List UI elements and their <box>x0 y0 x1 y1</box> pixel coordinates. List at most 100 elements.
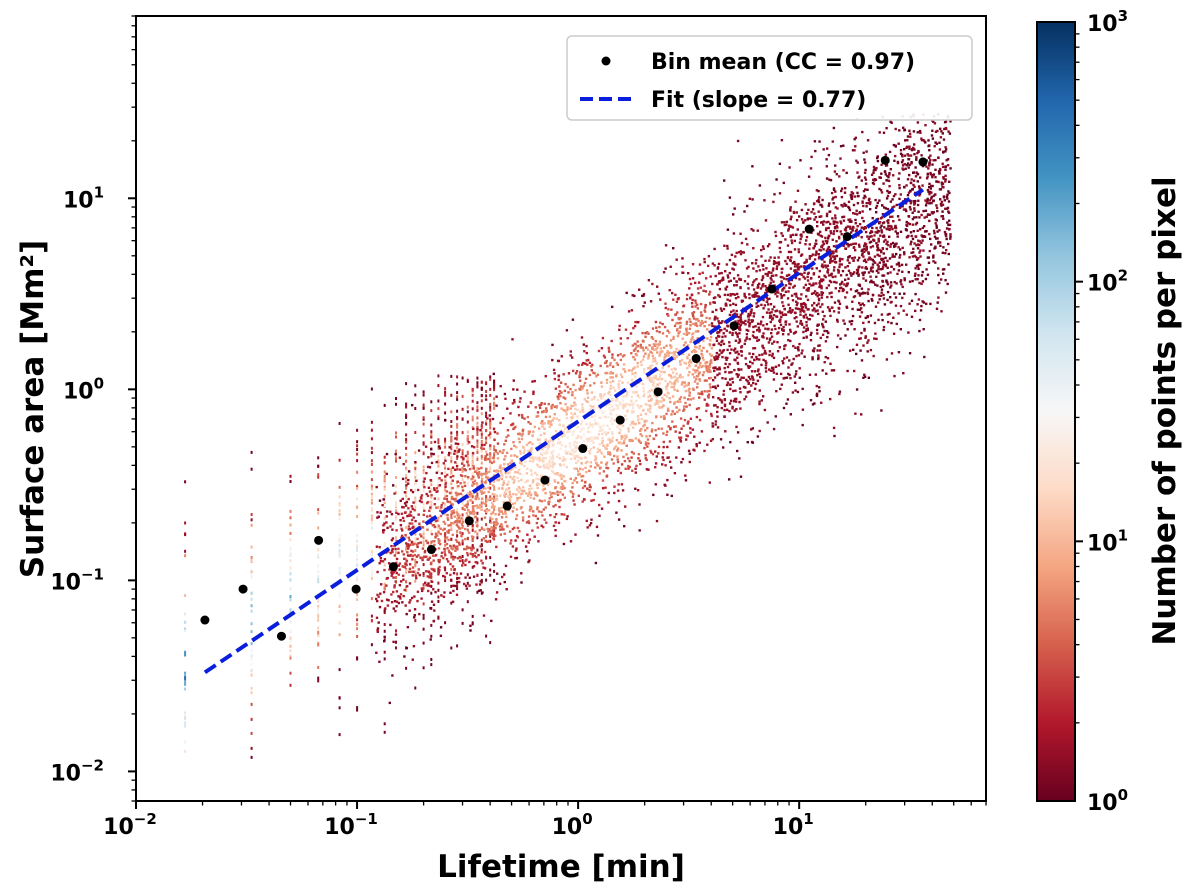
density-cell <box>485 556 488 560</box>
density-cell <box>866 291 869 294</box>
density-cell <box>492 537 495 540</box>
density-cell <box>845 273 848 277</box>
density-cell <box>698 418 702 422</box>
density-cell <box>414 471 417 475</box>
density-cell <box>395 590 399 593</box>
density-cell <box>490 461 494 465</box>
density-cell <box>570 449 574 452</box>
density-cell <box>395 646 397 650</box>
density-cell <box>654 320 658 324</box>
density-cell <box>461 460 464 463</box>
density-cell <box>370 521 373 524</box>
density-cell <box>579 430 582 433</box>
density-cell <box>551 358 554 362</box>
density-cell <box>637 417 640 420</box>
density-cell <box>450 646 453 650</box>
density-cell <box>493 383 496 387</box>
density-cell <box>908 256 911 259</box>
density-cell <box>906 153 909 156</box>
density-cell <box>441 451 444 454</box>
density-cell <box>903 251 906 254</box>
density-cell <box>744 323 747 326</box>
density-cell <box>846 328 849 331</box>
density-cell <box>652 375 656 378</box>
density-cell <box>529 493 533 496</box>
density-cell <box>463 484 467 488</box>
density-cell <box>499 470 502 473</box>
density-cell <box>471 393 474 397</box>
density-cell <box>763 199 766 202</box>
density-cell <box>754 294 758 297</box>
density-cell <box>636 361 639 365</box>
density-cell <box>880 224 883 227</box>
density-cell <box>725 304 728 307</box>
density-cell <box>507 487 511 490</box>
density-cell <box>450 470 453 474</box>
density-cell <box>616 425 619 428</box>
density-cell <box>370 463 373 466</box>
density-cell <box>758 402 761 406</box>
density-cell <box>726 324 729 327</box>
density-cell <box>869 269 873 272</box>
density-cell <box>911 255 915 258</box>
density-cell <box>903 278 906 282</box>
density-cell <box>480 474 483 478</box>
density-cell <box>654 343 658 346</box>
density-cell <box>370 643 373 647</box>
density-cell <box>422 532 425 536</box>
density-cell <box>776 341 779 344</box>
density-cell <box>662 404 665 407</box>
density-cell <box>414 686 417 690</box>
density-cell <box>896 235 899 238</box>
density-cell <box>458 519 462 522</box>
density-cell <box>756 291 759 295</box>
density-cell <box>476 421 479 425</box>
density-cell <box>430 483 433 487</box>
density-cell <box>184 628 187 632</box>
density-cell <box>429 638 432 641</box>
density-cell <box>595 525 599 529</box>
density-cell <box>796 307 800 310</box>
density-cell <box>436 534 439 537</box>
density-cell <box>881 274 884 277</box>
density-cell <box>815 293 818 296</box>
density-cell <box>289 559 292 563</box>
density-cell <box>918 129 922 133</box>
density-cell <box>798 367 801 370</box>
density-cell <box>733 207 736 210</box>
density-cell <box>834 287 837 290</box>
density-cell <box>803 261 806 265</box>
density-cell <box>617 483 620 486</box>
density-cell <box>437 415 440 419</box>
density-cell <box>626 337 629 340</box>
density-cell <box>650 430 654 433</box>
density-cell <box>679 363 682 366</box>
density-cell <box>438 560 441 564</box>
density-cell <box>587 440 590 443</box>
density-cell <box>466 573 469 577</box>
density-cell <box>884 173 887 176</box>
density-cell <box>811 253 815 256</box>
density-cell <box>642 425 645 428</box>
density-cell <box>710 322 714 325</box>
density-cell <box>841 205 844 208</box>
density-cell <box>661 366 664 370</box>
density-cell <box>356 554 359 558</box>
density-cell <box>904 139 907 142</box>
density-cell <box>617 423 621 427</box>
density-cell <box>640 428 643 431</box>
density-cell <box>705 402 709 406</box>
density-cell <box>683 381 686 384</box>
density-cell <box>673 388 676 391</box>
density-cell <box>812 283 815 287</box>
density-cell <box>603 431 607 434</box>
density-cell <box>570 412 573 415</box>
density-cell <box>887 219 890 222</box>
density-cell <box>437 438 440 442</box>
density-cell <box>472 465 475 468</box>
density-cell <box>739 252 743 256</box>
density-cell <box>537 478 541 481</box>
density-cell <box>745 378 748 382</box>
density-cell <box>450 503 453 506</box>
density-cell <box>834 214 837 217</box>
